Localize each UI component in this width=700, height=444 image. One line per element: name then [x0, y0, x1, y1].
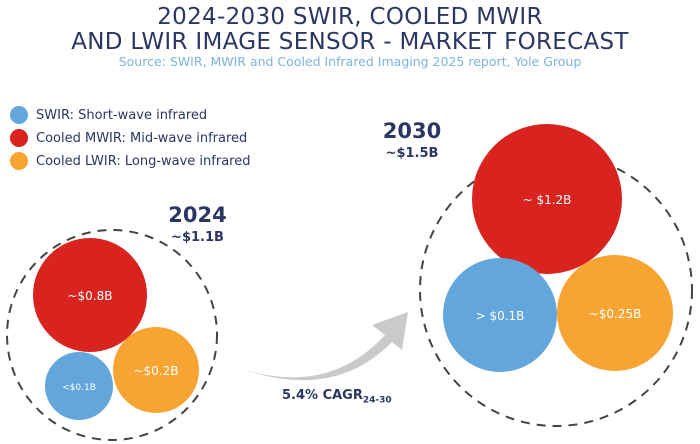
lwir-dot-icon [10, 152, 28, 170]
total-2024-outline [6, 229, 218, 441]
bubble-2030-lwir [557, 255, 673, 371]
legend-item-lwir: Cooled LWIR: Long-wave infrared [10, 152, 250, 170]
label-2024-swir: <$0.1B [62, 383, 96, 393]
cagr-label: 5.4% CAGR24-30 [282, 388, 392, 406]
growth-arrow-icon [245, 312, 408, 381]
legend-item-mwir: Cooled MWIR: Mid-wave infrared [10, 129, 247, 147]
legend-label: Cooled LWIR: Long-wave infrared [36, 153, 251, 169]
total-2030-label: ~$1.5B [385, 146, 439, 161]
label-2024-lwir: ~$0.2B [133, 364, 178, 378]
label-2024-mwir: ~$0.8B [67, 289, 112, 303]
mwir-dot-icon [10, 129, 28, 147]
cagr-period: 24-30 [362, 395, 392, 406]
cagr-value: 5.4% CAGR [282, 388, 363, 403]
bubble-2024-mwir [33, 238, 147, 352]
year-2024-label: 2024 [168, 203, 227, 227]
title-line-1: 2024-2030 SWIR, COOLED MWIR [157, 4, 543, 30]
legend-item-swir: SWIR: Short-wave infrared [10, 106, 207, 124]
bubble-2030-mwir [472, 124, 622, 274]
title-line-2: AND LWIR IMAGE SENSOR - MARKET FORECAST [71, 29, 629, 55]
bubble-2024-swir [45, 352, 113, 420]
year-2030-label: 2030 [382, 119, 442, 143]
legend-label: Cooled MWIR: Mid-wave infrared [36, 130, 248, 146]
bubble-2030-swir [443, 258, 557, 372]
source-note: Source: SWIR, MWIR and Cooled Infrared I… [118, 54, 582, 69]
legend-label: SWIR: Short-wave infrared [36, 107, 208, 123]
swir-dot-icon [10, 106, 28, 124]
label-2030-mwir: ~ $1.2B [523, 193, 572, 207]
bubble-2024-lwir [113, 327, 199, 413]
total-2024-label: ~$1.1B [171, 230, 224, 245]
label-2030-lwir: ~$0.25B [589, 307, 642, 321]
label-2030-swir: > $0.1B [476, 309, 525, 323]
